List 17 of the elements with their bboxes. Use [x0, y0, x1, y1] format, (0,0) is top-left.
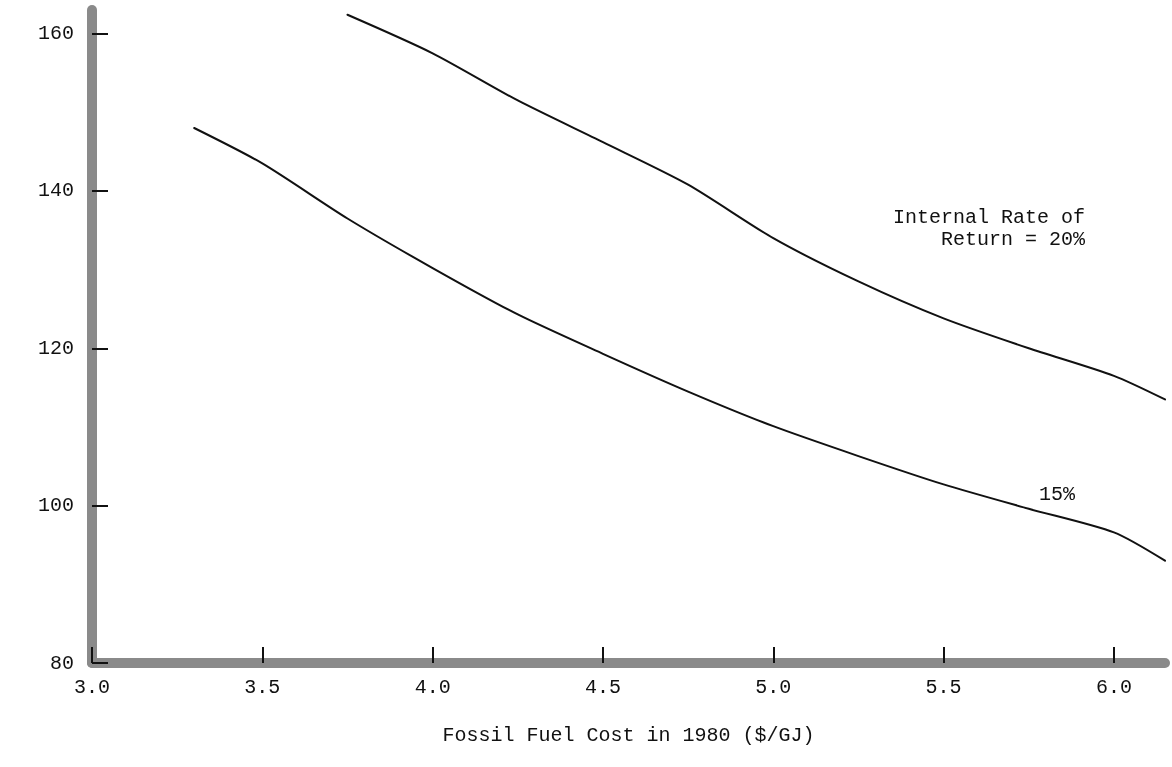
- line-series: [346, 13, 1166, 401]
- x-tick-label: 5.5: [925, 675, 962, 699]
- x-tick-label: 4.0: [414, 675, 451, 699]
- annotation: 15%: [1038, 482, 1076, 506]
- y-tick-label: 80: [49, 651, 74, 675]
- y-tick-label: 120: [37, 336, 74, 360]
- y-tick-label: 100: [37, 494, 74, 518]
- y-tick-label: 140: [37, 179, 74, 203]
- line-series: [193, 127, 1166, 562]
- x-tick-label: 3.5: [244, 675, 281, 699]
- y-tick-label: 160: [37, 22, 74, 46]
- annotation: Internal Rate of Return = 20%: [892, 205, 1086, 251]
- x-tick-label: 5.0: [755, 675, 792, 699]
- x-tick-label: 6.0: [1095, 675, 1132, 699]
- x-tick-label: 3.0: [73, 675, 111, 699]
- x-tick-label: 4.5: [584, 675, 621, 699]
- x-axis-title: Fossil Fuel Cost in 1980 ($/GJ): [442, 723, 815, 747]
